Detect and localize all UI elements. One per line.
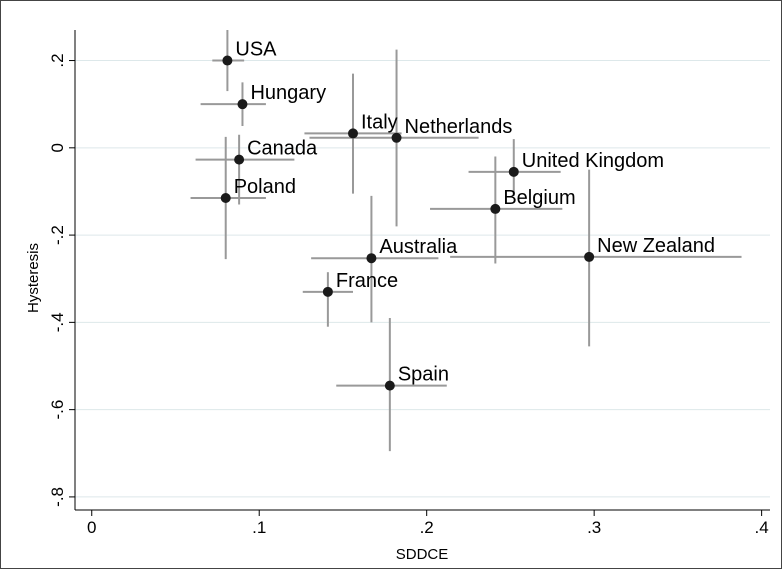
point-label: Canada [247, 138, 318, 160]
point-label: Italy [361, 111, 398, 133]
point-label: Australia [379, 236, 458, 258]
data-point [322, 286, 333, 297]
y-tick-label: 0 [48, 143, 67, 152]
point-label: Belgium [503, 187, 575, 209]
data-point [391, 132, 402, 143]
x-tick-label: .1 [252, 518, 266, 537]
y-tick-label: .2 [48, 53, 67, 67]
data-point [584, 251, 595, 262]
data-points [220, 55, 595, 391]
data-point [234, 154, 245, 165]
y-tick-label: -.6 [48, 400, 67, 420]
x-tick-label: .2 [420, 518, 434, 537]
x-tick-label: .3 [587, 518, 601, 537]
data-point [222, 55, 233, 66]
x-tick-label: 0 [87, 518, 96, 537]
point-label: Netherlands [405, 116, 513, 138]
gridlines [75, 60, 770, 498]
data-point [384, 380, 395, 391]
point-label: USA [235, 39, 277, 61]
y-tick-label: -.4 [48, 312, 67, 332]
point-label: Spain [398, 364, 449, 386]
x-axis-title: SDDCE [396, 546, 449, 563]
point-label: France [336, 270, 398, 292]
data-point [508, 166, 519, 177]
point-label: New Zealand [597, 235, 715, 257]
y-axis-title: Hysteresis [25, 243, 42, 313]
data-point [490, 203, 501, 214]
data-point [220, 193, 231, 203]
y-tick-label: -.8 [48, 487, 67, 507]
point-label: United Kingdom [522, 150, 664, 172]
axes: .2 0 -.2 -.4 -.6 -.8 0 .1 .2 .3 .4 [48, 30, 770, 537]
data-point [348, 128, 358, 139]
y-tick-label: -.2 [48, 225, 67, 245]
data-point [366, 253, 377, 264]
point-label: Poland [234, 176, 296, 198]
x-tick-label: .4 [755, 518, 769, 537]
data-point [237, 99, 248, 110]
point-labels: USA Hungary Italy Netherlands Canada United K… [234, 39, 715, 386]
point-label: Hungary [250, 82, 326, 104]
